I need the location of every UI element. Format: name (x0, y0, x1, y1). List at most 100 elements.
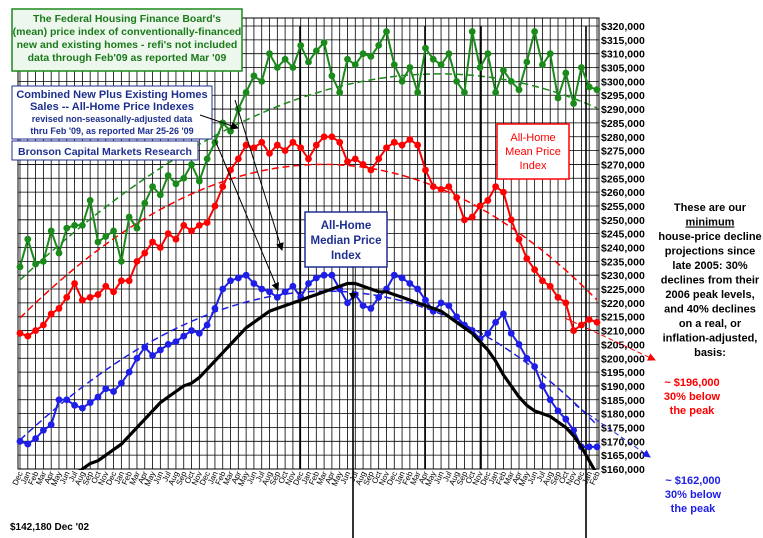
point (531, 28, 539, 35)
y-tick-label: $210,000 (601, 326, 645, 338)
point (406, 64, 414, 71)
point (289, 138, 297, 146)
point (359, 302, 367, 310)
y-tick-label: $300,000 (601, 76, 645, 88)
note-blue-target: ~ $162,000 (665, 475, 720, 487)
point (593, 86, 601, 94)
point (110, 388, 117, 395)
combined-box (11, 85, 213, 140)
y-tick-label: $275,000 (601, 146, 645, 158)
y-tick-label: $265,000 (601, 173, 645, 185)
series-line (78, 281, 597, 470)
trend-lines (19, 73, 598, 441)
point (554, 293, 562, 301)
point (195, 329, 203, 337)
point (24, 235, 32, 243)
point (188, 327, 195, 334)
point (570, 327, 578, 334)
y-tick-label: $285,000 (601, 118, 645, 130)
point (297, 41, 305, 49)
point (266, 50, 273, 58)
y-tick-label: $245,000 (601, 229, 645, 241)
note-red-target: ~ $196,000 (664, 377, 719, 389)
y-tick-label: $200,000 (601, 353, 645, 365)
point (593, 443, 601, 451)
point (383, 28, 390, 35)
point (500, 66, 507, 74)
note-median-label: All-Home (321, 220, 371, 232)
point (539, 61, 546, 69)
source-box (11, 140, 199, 161)
y-tick-label: $290,000 (601, 104, 645, 116)
point (383, 144, 390, 152)
point (242, 141, 250, 149)
point (78, 296, 86, 304)
point (570, 100, 578, 107)
point (305, 58, 312, 66)
note-fhfb-note: (mean) price index of conventionally-fin… (13, 26, 242, 38)
point (500, 310, 507, 318)
y-tick-label: $160,000 (601, 464, 645, 476)
point (523, 255, 531, 262)
point (414, 89, 422, 96)
note-fhfb-note: The Federal Housing Finance Board's (33, 13, 221, 25)
point (414, 141, 422, 149)
point (351, 61, 359, 69)
point (133, 257, 141, 265)
point (16, 263, 24, 271)
point (320, 39, 328, 47)
point (266, 149, 273, 157)
point (398, 141, 406, 149)
note-projection-note: 2006 peak levels, (665, 289, 754, 301)
point (78, 404, 86, 412)
point (554, 94, 562, 102)
y-tick-label: $310,000 (601, 49, 645, 61)
point (562, 299, 570, 307)
point (531, 363, 539, 370)
point (172, 180, 180, 188)
point (492, 183, 500, 190)
note-projection-note: inflation-adjusted, (663, 333, 758, 345)
note-combined-note: Sales -- All-Home Price Indexes (30, 101, 194, 113)
point (164, 230, 172, 238)
y-tick-label: $250,000 (601, 215, 645, 227)
y-tick-label: $260,000 (601, 187, 645, 199)
point (172, 235, 180, 243)
point (531, 266, 539, 274)
note-median-label: Median Price (311, 235, 382, 247)
arrow (564, 317, 656, 361)
point (188, 161, 195, 168)
point (203, 321, 211, 329)
point (273, 64, 281, 71)
note-projection-note: These are our (674, 202, 747, 214)
point (414, 285, 422, 293)
note-red-target: 30% below (664, 391, 721, 403)
point (110, 288, 117, 296)
point (203, 155, 211, 163)
point (507, 329, 515, 337)
point (406, 280, 414, 287)
point (437, 61, 445, 69)
note-combined-note: thru Feb '09, as reported Mar 25-26 '09 (30, 126, 193, 136)
point (359, 161, 367, 168)
y-tick-label: $305,000 (601, 63, 645, 75)
y-tick-label: $180,000 (601, 409, 645, 421)
point (523, 354, 531, 362)
point (461, 216, 468, 224)
point (289, 282, 297, 290)
note-mean-label: Index (520, 160, 547, 172)
point (63, 293, 71, 301)
x-tick-label: Jul (160, 470, 173, 483)
note-median-label: Index (331, 250, 362, 262)
y-tick-label: $215,000 (601, 312, 645, 324)
point (86, 293, 94, 301)
point (242, 89, 250, 96)
point (476, 64, 484, 71)
note-combined-note: revised non-seasonally-adjusted data (32, 114, 194, 124)
point (390, 61, 398, 69)
point (468, 28, 476, 35)
point (24, 332, 32, 340)
x-tick-label: Jul (254, 470, 267, 483)
point (133, 224, 141, 232)
point (110, 227, 117, 235)
